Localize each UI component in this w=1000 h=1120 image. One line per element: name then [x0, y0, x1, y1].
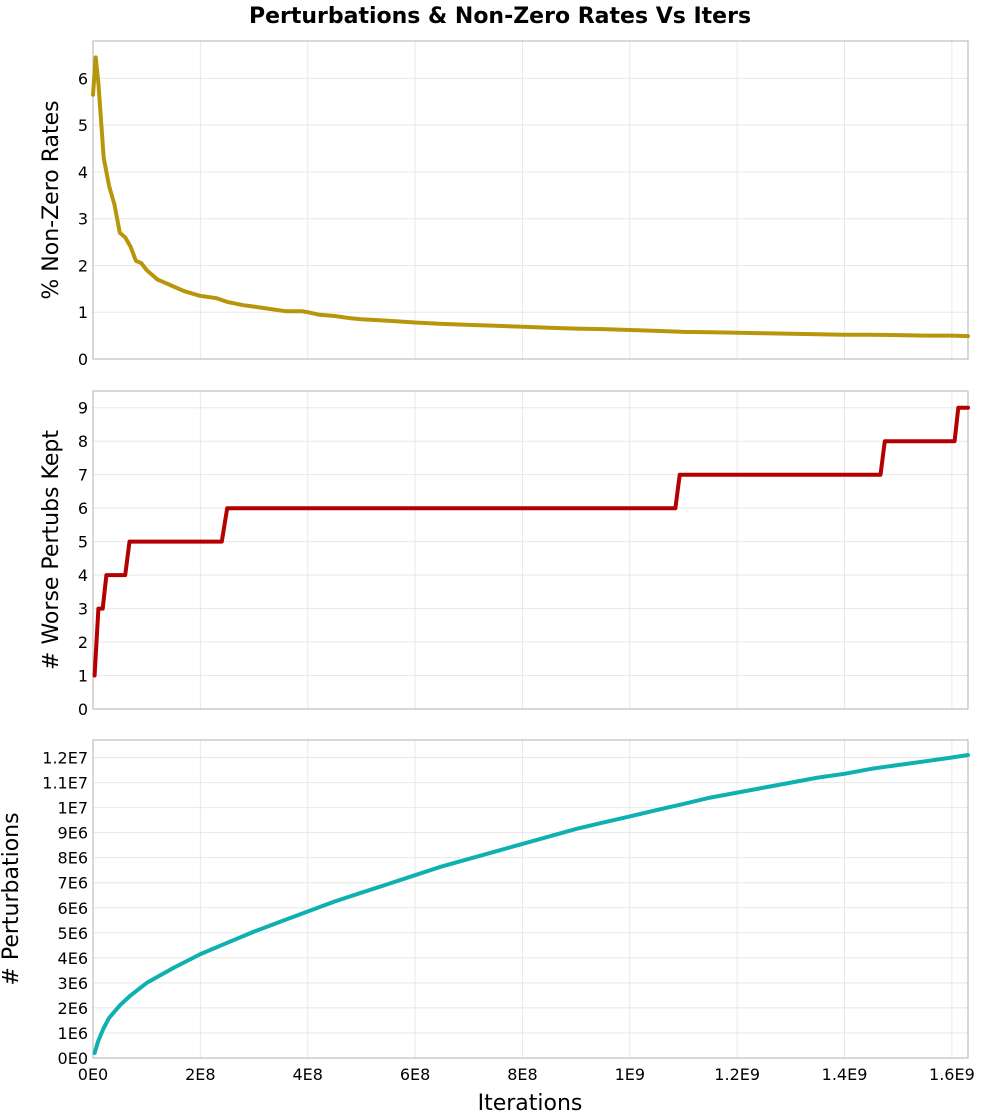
worse-kept-panel: 0 1 2 3 4 5 6 7 8 9 # Worse Pertubs Kept: [39, 390, 970, 719]
x-tick-label: 0E0: [78, 1065, 108, 1084]
nonzero-rate-frame: [92, 40, 969, 360]
chart-title: Perturbations & Non-Zero Rates Vs Iters: [249, 4, 751, 29]
worse-kept-ytick-label: 5: [78, 533, 88, 552]
x-tick-label: 8E8: [507, 1065, 537, 1084]
nonzero-rate-ytick-label: 2: [78, 256, 88, 275]
x-tick-label: 1.2E9: [714, 1065, 760, 1084]
perturbations-ytick-label: 5E6: [58, 924, 88, 943]
perturbations-ytick-label: 0E0: [58, 1049, 88, 1068]
nonzero-rate-ytick-label: 5: [78, 116, 88, 135]
perturbations-ytick-label: 3E6: [58, 974, 88, 993]
x-tick-label: 4E8: [292, 1065, 322, 1084]
nonzero-rate-ytick-label: 0: [78, 350, 88, 369]
worse-kept-ytick-label: 6: [78, 499, 88, 518]
perturbations-y-axis-label: # Perturbations: [0, 812, 24, 985]
worse-kept-ytick-label: 7: [78, 466, 88, 485]
x-tick-label: 1.6E9: [929, 1065, 975, 1084]
nonzero-rate-ytick-label: 3: [78, 210, 88, 229]
perturbations-ytick-label: 1.2E7: [42, 749, 88, 768]
nonzero-rate-ytick-label: 6: [78, 69, 88, 88]
x-tick-label: 1.4E9: [822, 1065, 868, 1084]
perturbations-ytick-label: 1E7: [58, 799, 88, 818]
perturbations-panel: 0E0 1E6 2E6 3E6 4E6 5E6 6E6 7E6 8E6 9E6 1E7 1.1E7 1.…: [0, 739, 970, 1068]
perturbations-ytick-label: 8E6: [58, 849, 88, 868]
perturbations-frame: [92, 739, 969, 1059]
worse-kept-ytick-label: 1: [78, 667, 88, 686]
perturbations-ytick-label: 1.1E7: [42, 774, 88, 793]
perturbations-ytick-label: 6E6: [58, 899, 88, 918]
worse-kept-ytick-label: 4: [78, 566, 88, 585]
worse-kept-ytick-label: 9: [78, 399, 88, 418]
worse-kept-series-line: [92, 405, 970, 678]
nonzero-rate-ytick-label: 4: [78, 163, 88, 182]
worse-kept-frame: [92, 390, 969, 710]
worse-kept-y-axis-label: # Worse Pertubs Kept: [39, 430, 64, 670]
nonzero-rate-series-line: [91, 55, 970, 339]
x-axis-label: Iterations: [478, 1091, 583, 1116]
perturbations-series-line: [92, 753, 970, 1055]
worse-kept-ytick-label: 2: [78, 633, 88, 652]
worse-kept-ytick-label: 0: [78, 700, 88, 719]
x-tick-label: 6E8: [400, 1065, 430, 1084]
perturbations-ytick-label: 2E6: [58, 999, 88, 1018]
perturbations-ytick-label: 9E6: [58, 824, 88, 843]
worse-kept-ytick-label: 3: [78, 600, 88, 619]
perturbations-ytick-label: 4E6: [58, 949, 88, 968]
perturbations-ytick-label: 1E6: [58, 1024, 88, 1043]
x-tick-label: 1E9: [615, 1065, 645, 1084]
nonzero-rate-ytick-label: 1: [78, 303, 88, 322]
perturbations-ytick-label: 7E6: [58, 874, 88, 893]
x-tick-label: 2E8: [185, 1065, 215, 1084]
nonzero-rate-y-axis-label: % Non-Zero Rates: [39, 100, 64, 299]
worse-kept-ytick-label: 8: [78, 432, 88, 451]
nonzero-rate-panel: 0 1 2 3 4 5 6 % Non-Zero Rates: [39, 40, 970, 369]
